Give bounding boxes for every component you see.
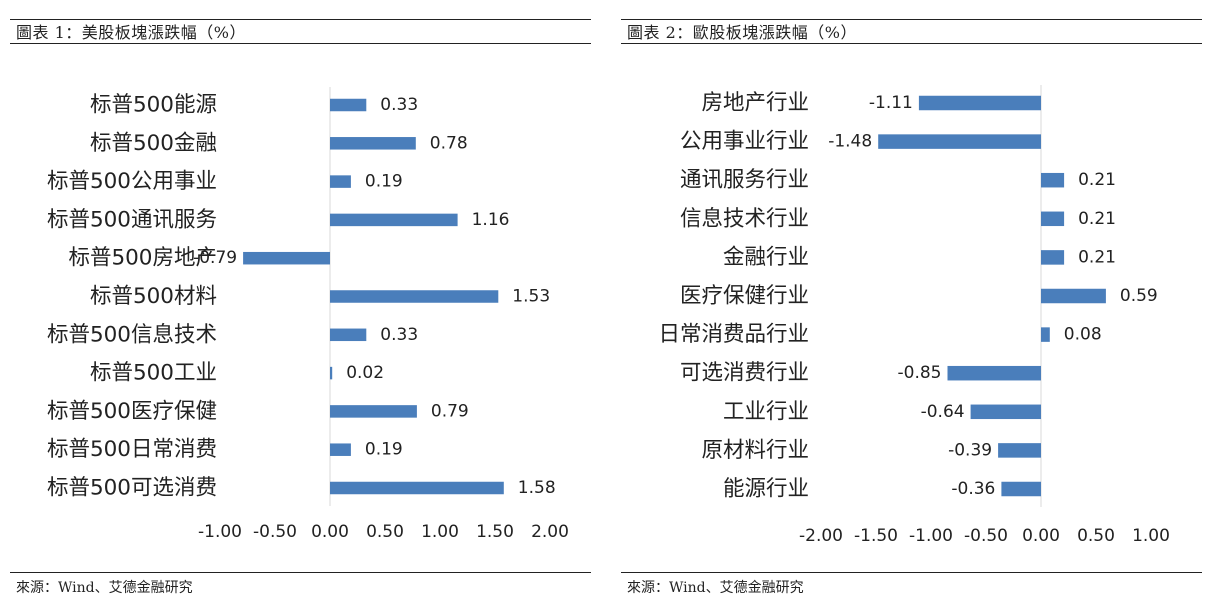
- chart-panel-eu: 圖表 2：歐股板塊漲跌幅（%） 房地产行业 -1.11 公用事业行业 -1.48 通讯服…: [621, 0, 1202, 610]
- chart-panel-us: 圖表 1：美股板塊漲跌幅（%） 标普500能源 0.33 标普500金融 0.78 标普…: [10, 0, 591, 610]
- data-label: 0.33: [380, 95, 418, 115]
- chart-title: 圖表 2：歐股板塊漲跌幅（%）: [621, 19, 1202, 44]
- x-tick-label: 0.00: [311, 522, 349, 542]
- bar: [330, 175, 351, 188]
- data-label: 0.21: [1078, 170, 1116, 190]
- x-tick-label: 0.50: [366, 522, 404, 542]
- bar-chart-us: 标普500能源 0.33 标普500金融 0.78 标普500公用事业 0.19 标普500…: [47, 87, 569, 542]
- category-label: 标普500通讯服务: [47, 207, 217, 232]
- x-tick-label: -0.50: [253, 522, 297, 542]
- data-label: -0.85: [898, 363, 942, 383]
- x-tick-label: -1.00: [909, 526, 953, 546]
- bar: [918, 95, 1041, 111]
- category-label: 标普500材料: [90, 284, 217, 309]
- bar: [1041, 327, 1050, 342]
- bar: [1041, 172, 1065, 188]
- category-label: 标普500公用事业: [47, 169, 217, 194]
- category-label: 标普500信息技术: [47, 322, 217, 347]
- data-label: -1.11: [869, 93, 913, 113]
- x-tick-label: 1.00: [421, 522, 459, 542]
- x-tick-label: 2.00: [531, 522, 569, 542]
- category-label: 标普500工业: [90, 361, 217, 386]
- data-label: 1.53: [512, 287, 550, 307]
- category-label: 原材料行业: [701, 438, 809, 463]
- bar: [330, 328, 367, 342]
- category-label: 医疗保健行业: [680, 284, 809, 309]
- x-tick-label: -0.50: [964, 526, 1008, 546]
- bar: [330, 98, 367, 112]
- data-label: 0.08: [1064, 325, 1102, 345]
- data-label: 0.79: [431, 401, 469, 421]
- bar: [970, 404, 1041, 420]
- data-label: 0.59: [1120, 286, 1158, 306]
- x-tick-label: 1.00: [1132, 526, 1170, 546]
- bar: [330, 443, 351, 456]
- chart-source: 來源：Wind、艾德金融研究: [621, 572, 1202, 602]
- data-label: 1.58: [518, 478, 556, 498]
- category-label: 工业行业: [723, 399, 809, 424]
- category-label: 标普500日常消费: [47, 437, 217, 462]
- data-label: 1.16: [472, 210, 510, 230]
- data-label: 0.33: [380, 325, 418, 345]
- data-label: 0.78: [430, 133, 468, 153]
- x-tick-label: -1.50: [854, 526, 898, 546]
- category-label: 标普500医疗保健: [47, 399, 217, 424]
- bar: [330, 290, 499, 303]
- data-label: 0.21: [1078, 209, 1116, 229]
- category-label: 标普500可选消费: [47, 476, 217, 501]
- data-label: 0.19: [365, 440, 403, 460]
- x-tick-label: 1.50: [476, 522, 514, 542]
- x-tick-label: 0.50: [1077, 526, 1115, 546]
- bar: [1041, 211, 1065, 227]
- x-tick-label: 0.00: [1022, 526, 1060, 546]
- data-label: -0.79: [193, 248, 237, 268]
- bar: [330, 481, 504, 495]
- chart-source: 來源：Wind、艾德金融研究: [10, 572, 591, 602]
- bar-chart-eu: 房地产行业 -1.11 公用事业行业 -1.48 通讯服务行业 0.21 信息技术行业 0.2…: [658, 85, 1170, 546]
- category-label: 通讯服务行业: [680, 168, 809, 193]
- data-label: -0.39: [948, 440, 992, 460]
- bar: [1041, 288, 1106, 304]
- data-label: -0.64: [921, 402, 965, 422]
- bar: [330, 366, 333, 380]
- bar: [243, 251, 330, 265]
- category-label: 能源行业: [723, 477, 809, 502]
- bar: [1001, 481, 1041, 497]
- category-label: 公用事业行业: [680, 129, 809, 154]
- category-label: 日常消费品行业: [658, 322, 809, 347]
- category-label: 标普500房地产: [68, 246, 217, 271]
- bar: [330, 137, 416, 150]
- bar: [330, 405, 417, 418]
- data-label: -0.36: [951, 479, 995, 499]
- data-label: 0.21: [1078, 247, 1116, 267]
- category-label: 信息技术行业: [680, 206, 809, 231]
- bar: [947, 365, 1041, 381]
- bar: [878, 134, 1041, 149]
- data-label: 0.02: [346, 363, 384, 383]
- chart-title: 圖表 1：美股板塊漲跌幅（%）: [10, 19, 591, 44]
- category-label: 房地产行业: [701, 91, 809, 116]
- x-tick-label: -2.00: [799, 526, 843, 546]
- category-label: 金融行业: [723, 245, 809, 270]
- category-label: 可选消费行业: [680, 361, 809, 386]
- bar: [998, 443, 1041, 458]
- bar: [330, 213, 458, 227]
- data-label: -1.48: [828, 132, 872, 152]
- data-label: 0.19: [365, 172, 403, 192]
- category-label: 标普500能源: [90, 93, 217, 118]
- bar: [1041, 250, 1065, 265]
- x-tick-label: -1.00: [198, 522, 242, 542]
- category-label: 标普500金融: [90, 131, 217, 156]
